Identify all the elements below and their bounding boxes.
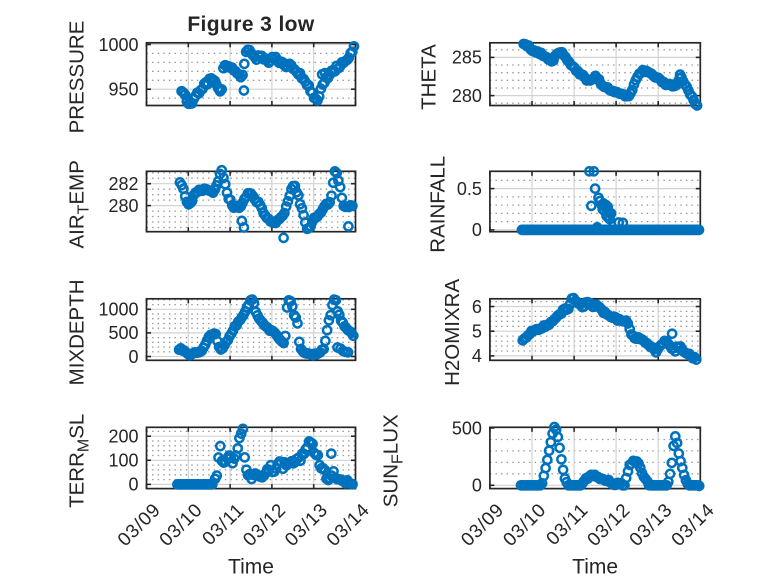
svg-text:0: 0 bbox=[472, 476, 482, 496]
svg-text:Time: Time bbox=[572, 556, 618, 579]
svg-text:1000: 1000 bbox=[98, 300, 138, 320]
svg-text:950: 950 bbox=[108, 80, 138, 100]
svg-text:4: 4 bbox=[472, 346, 482, 366]
svg-text:5: 5 bbox=[472, 322, 482, 342]
svg-text:AIRTEMP: AIRTEMP bbox=[66, 160, 93, 248]
svg-text:500: 500 bbox=[108, 323, 138, 343]
svg-text:H2OMIXRA: H2OMIXRA bbox=[441, 279, 464, 386]
svg-text:0.5: 0.5 bbox=[457, 179, 482, 199]
svg-text:SUNFLUX: SUNFLUX bbox=[380, 414, 407, 507]
svg-text:THETA: THETA bbox=[418, 44, 441, 110]
svg-text:Figure 3 low: Figure 3 low bbox=[187, 13, 315, 36]
svg-text:500: 500 bbox=[452, 418, 482, 438]
svg-text:100: 100 bbox=[108, 451, 138, 471]
svg-text:200: 200 bbox=[108, 427, 138, 447]
svg-text:Time: Time bbox=[228, 556, 274, 579]
svg-text:0: 0 bbox=[128, 475, 138, 495]
svg-text:0: 0 bbox=[128, 347, 138, 367]
svg-text:1000: 1000 bbox=[98, 35, 138, 55]
svg-text:MIXDEPTH: MIXDEPTH bbox=[66, 279, 89, 385]
svg-text:6: 6 bbox=[472, 297, 482, 317]
svg-text:285: 285 bbox=[452, 48, 482, 68]
svg-text:282: 282 bbox=[108, 174, 138, 194]
svg-text:RAINFALL: RAINFALL bbox=[427, 156, 450, 253]
svg-text:280: 280 bbox=[108, 196, 138, 216]
svg-text:PRESSURE: PRESSURE bbox=[66, 21, 89, 134]
svg-text:280: 280 bbox=[452, 86, 482, 106]
svg-text:0: 0 bbox=[472, 220, 482, 240]
svg-text:TERRMSL: TERRMSL bbox=[66, 414, 93, 508]
